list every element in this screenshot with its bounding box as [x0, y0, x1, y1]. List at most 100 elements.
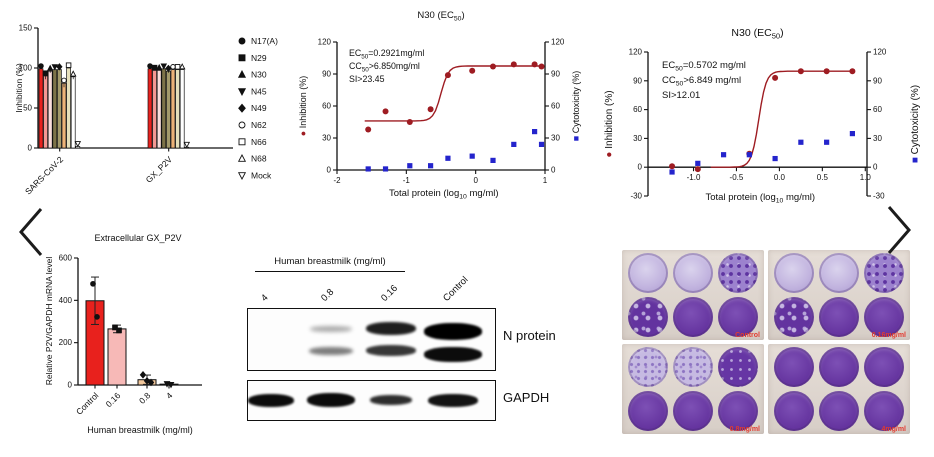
- svg-text:90: 90: [551, 70, 560, 79]
- blot-membrane: [247, 380, 496, 421]
- svg-text:30: 30: [322, 134, 331, 143]
- well: [774, 297, 814, 337]
- bar: [175, 69, 180, 149]
- plate-dose-label: 0.8mg/ml: [729, 426, 760, 433]
- bar: [170, 69, 176, 149]
- inhibition-point: [406, 119, 413, 125]
- inhibition-point: [772, 74, 779, 81]
- svg-text:● Inhibition (%): ● Inhibition (%): [298, 76, 308, 136]
- previous-arrow[interactable]: [16, 206, 46, 258]
- blot-label-gapdh: GAPDH: [503, 390, 550, 405]
- bar: [70, 76, 76, 149]
- cytotoxicity-point: [772, 155, 778, 162]
- plate-dose-label: Control: [735, 332, 760, 339]
- inhibition-point: [823, 68, 830, 75]
- svg-text:60: 60: [633, 105, 642, 114]
- svg-text:N49: N49: [251, 103, 267, 113]
- svg-text:■ Cytotoxicity (%): ■ Cytotoxicity (%): [910, 85, 921, 163]
- protein-band: [366, 344, 416, 356]
- inhibition-point: [669, 163, 676, 170]
- svg-text:Total protein (log10 mg/ml): Total protein (log10 mg/ml): [389, 188, 499, 201]
- well: [673, 391, 713, 431]
- inhibition-point: [490, 63, 496, 70]
- protein-band: [428, 393, 478, 407]
- svg-text:Control: Control: [74, 390, 101, 417]
- well: [774, 391, 814, 431]
- panel-inhibition-bar-chart: 0 50 100 150 Inhibition (%) SARS-CoV-2 GX_P2V N…: [14, 24, 278, 197]
- svg-text:Inhibition (%): Inhibition (%): [14, 63, 24, 113]
- bar: [166, 70, 171, 149]
- svg-text:30: 30: [633, 134, 642, 143]
- cytotoxicity-point: [798, 139, 804, 145]
- bar: [107, 328, 127, 386]
- well: [628, 253, 668, 293]
- svg-text:0: 0: [638, 163, 643, 172]
- well: [628, 391, 668, 431]
- cytotoxicity-point: [538, 141, 545, 147]
- svg-text:0: 0: [551, 166, 556, 175]
- svg-text:120: 120: [873, 48, 887, 57]
- protein-band: [366, 321, 416, 335]
- well: [864, 297, 904, 337]
- cytotoxicity-point: [445, 155, 451, 161]
- next-arrow[interactable]: [884, 204, 914, 256]
- svg-text:N30: N30: [251, 70, 267, 80]
- svg-text:EC50=0.5702 mg/ml: EC50=0.5702 mg/ml: [662, 60, 746, 73]
- bar: [61, 82, 67, 149]
- svg-text:-2: -2: [333, 176, 341, 185]
- svg-text:0.8: 0.8: [137, 390, 153, 406]
- well: [718, 391, 758, 431]
- svg-text:Total protein (log10 mg/ml): Total protein (log10 mg/ml): [706, 192, 816, 205]
- well: [673, 347, 713, 387]
- svg-text:CC50>6.850mg/ml: CC50>6.850mg/ml: [349, 61, 420, 74]
- svg-text:■ Cytotoxicity (%): ■ Cytotoxicity (%): [571, 71, 581, 141]
- svg-text:-30: -30: [630, 192, 642, 201]
- inhibition-point: [694, 166, 701, 173]
- bar: [38, 68, 44, 149]
- plate-quadrant: 0.16mg/ml: [768, 250, 910, 340]
- cytotoxicity-point: [490, 157, 496, 163]
- svg-text:60: 60: [322, 102, 331, 111]
- fit-curve: [364, 65, 542, 122]
- svg-text:CC50>6.849 mg/ml: CC50>6.849 mg/ml: [662, 75, 741, 88]
- svg-text:0: 0: [327, 166, 332, 175]
- svg-text:0: 0: [68, 381, 73, 390]
- protein-band: [307, 393, 355, 407]
- svg-text:50: 50: [23, 104, 32, 113]
- blot-header: Human breastmilk (mg/ml): [255, 256, 405, 272]
- svg-text:0: 0: [873, 163, 878, 172]
- panel-mrna-bar-chart: Extracellular GX_P2V 0 200 400 600 Relative P…: [44, 233, 202, 435]
- inhibition-point: [427, 106, 434, 113]
- bar: [43, 75, 48, 149]
- svg-text:60: 60: [551, 102, 560, 111]
- bar: [152, 70, 157, 149]
- svg-text:GX_P2V: GX_P2V: [144, 154, 175, 185]
- svg-text:Human breastmilk (mg/ml): Human breastmilk (mg/ml): [87, 425, 193, 435]
- blot-lane-label: 0.8: [319, 286, 337, 304]
- inhibition-point: [510, 61, 517, 68]
- svg-text:120: 120: [629, 48, 643, 57]
- inhibition-point: [797, 68, 804, 75]
- svg-text:60: 60: [873, 105, 882, 114]
- inhibition-point: [469, 67, 476, 74]
- svg-text:-0.5: -0.5: [730, 173, 744, 182]
- blot-label-n-protein: N protein: [503, 328, 556, 343]
- panel-dose-response-right: -30 -30 0 0 30 30 60 60 90 90 120 120 -1.0 -0.5 0.0 0.5…: [604, 27, 921, 205]
- svg-text:1: 1: [543, 176, 548, 185]
- well: [718, 253, 758, 293]
- svg-text:N45: N45: [251, 86, 267, 96]
- well: [864, 253, 904, 293]
- cytotoxicity-point: [407, 163, 413, 169]
- cytotoxicity-point: [746, 152, 752, 158]
- inhibition-point: [365, 126, 372, 133]
- well: [673, 297, 713, 337]
- svg-text:120: 120: [318, 38, 332, 47]
- cytotoxicity-point: [824, 139, 830, 145]
- cytotoxicity-point: [669, 169, 675, 175]
- svg-text:N29: N29: [251, 53, 267, 63]
- svg-text:4: 4: [164, 390, 175, 401]
- cytotoxicity-point: [511, 141, 517, 147]
- svg-text:N68: N68: [251, 154, 267, 164]
- svg-text:N62: N62: [251, 120, 267, 130]
